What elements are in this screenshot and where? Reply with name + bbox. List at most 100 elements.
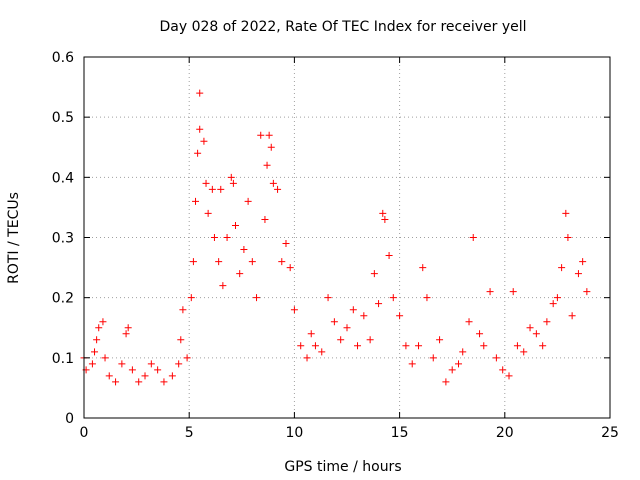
data-point: [455, 360, 463, 368]
data-point: [202, 179, 210, 187]
data-point: [379, 209, 387, 217]
data-point: [160, 378, 168, 386]
data-point: [122, 330, 130, 338]
data-point: [244, 197, 252, 205]
data-point: [303, 354, 311, 362]
data-point: [469, 234, 477, 241]
data-point: [192, 197, 200, 205]
data-point: [389, 294, 397, 302]
data-point: [396, 312, 404, 320]
data-point: [311, 342, 319, 350]
data-point: [307, 330, 315, 338]
data-point: [436, 336, 444, 344]
data-point: [465, 318, 473, 326]
x-tick-label: 25: [601, 425, 619, 441]
data-point: [532, 330, 540, 338]
grid-lines: [84, 57, 610, 418]
data-point: [513, 342, 521, 350]
data-point: [520, 348, 528, 356]
data-point: [128, 366, 136, 374]
data-point: [105, 372, 113, 380]
data-point: [200, 137, 208, 145]
y-tick-label: 0.5: [52, 110, 74, 126]
data-point: [261, 215, 269, 223]
y-tick-label: 0.4: [52, 170, 74, 186]
data-point: [93, 336, 101, 344]
data-point: [278, 258, 286, 266]
data-point: [196, 125, 204, 133]
data-point: [267, 143, 275, 151]
x-tick-label: 20: [496, 425, 514, 441]
data-point: [168, 372, 176, 380]
data-point: [210, 234, 218, 241]
data-point: [204, 209, 212, 217]
data-point: [240, 246, 248, 254]
data-point: [141, 372, 149, 380]
data-point: [579, 258, 587, 266]
data-point: [360, 312, 368, 320]
plot-frame: [83, 56, 611, 419]
data-point: [343, 324, 351, 332]
data-point: [219, 282, 227, 290]
data-point: [253, 294, 261, 302]
data-point: [187, 294, 195, 302]
data-point: [476, 330, 484, 338]
data-point: [442, 378, 450, 386]
axes: 0 5 10 15 20 25 0 0.1 0.2 0.3 0.4 0.5 0.6: [52, 50, 619, 441]
x-tick-label: 0: [80, 425, 89, 441]
data-point: [263, 161, 271, 169]
data-point: [509, 288, 517, 296]
data-point: [257, 131, 265, 139]
data-point: [324, 294, 332, 302]
data-point: [480, 342, 488, 350]
data-point: [583, 288, 591, 296]
data-point: [505, 372, 513, 380]
data-point: [370, 270, 378, 278]
data-point: [290, 306, 298, 314]
x-tick-label: 15: [391, 425, 409, 441]
data-point: [574, 270, 582, 278]
data-point: [381, 215, 389, 223]
data-point: [366, 336, 374, 344]
data-point: [492, 354, 500, 362]
data-points: [80, 89, 591, 386]
data-point: [419, 264, 427, 272]
data-point: [91, 348, 99, 356]
data-point: [568, 312, 576, 320]
data-point: [282, 240, 290, 248]
data-point: [154, 366, 162, 374]
data-point: [147, 360, 155, 368]
data-point: [223, 234, 231, 241]
y-tick-label: 0.6: [52, 50, 74, 66]
y-tick-label: 0.3: [52, 231, 74, 247]
data-point: [112, 378, 120, 386]
data-point: [564, 234, 572, 241]
data-point: [459, 348, 467, 356]
data-point: [415, 342, 423, 350]
data-point: [526, 324, 534, 332]
data-point: [549, 300, 557, 308]
data-point: [375, 300, 383, 308]
data-point: [179, 306, 187, 314]
x-tick-label: 10: [285, 425, 303, 441]
data-point: [337, 336, 345, 344]
y-tick-label: 0.1: [52, 351, 74, 367]
data-point: [486, 288, 494, 296]
data-point: [265, 131, 273, 139]
data-point: [231, 221, 239, 229]
data-point: [217, 185, 225, 193]
data-point: [227, 173, 235, 181]
data-point: [124, 324, 132, 332]
data-point: [286, 264, 294, 272]
x-axis-label: GPS time / hours: [284, 459, 401, 475]
data-point: [349, 306, 357, 314]
data-point: [88, 360, 96, 368]
data-point: [553, 294, 561, 302]
data-point: [562, 209, 570, 217]
data-point: [118, 360, 126, 368]
data-point: [354, 342, 362, 350]
data-point: [429, 354, 437, 362]
data-point: [269, 179, 277, 187]
data-point: [135, 378, 143, 386]
